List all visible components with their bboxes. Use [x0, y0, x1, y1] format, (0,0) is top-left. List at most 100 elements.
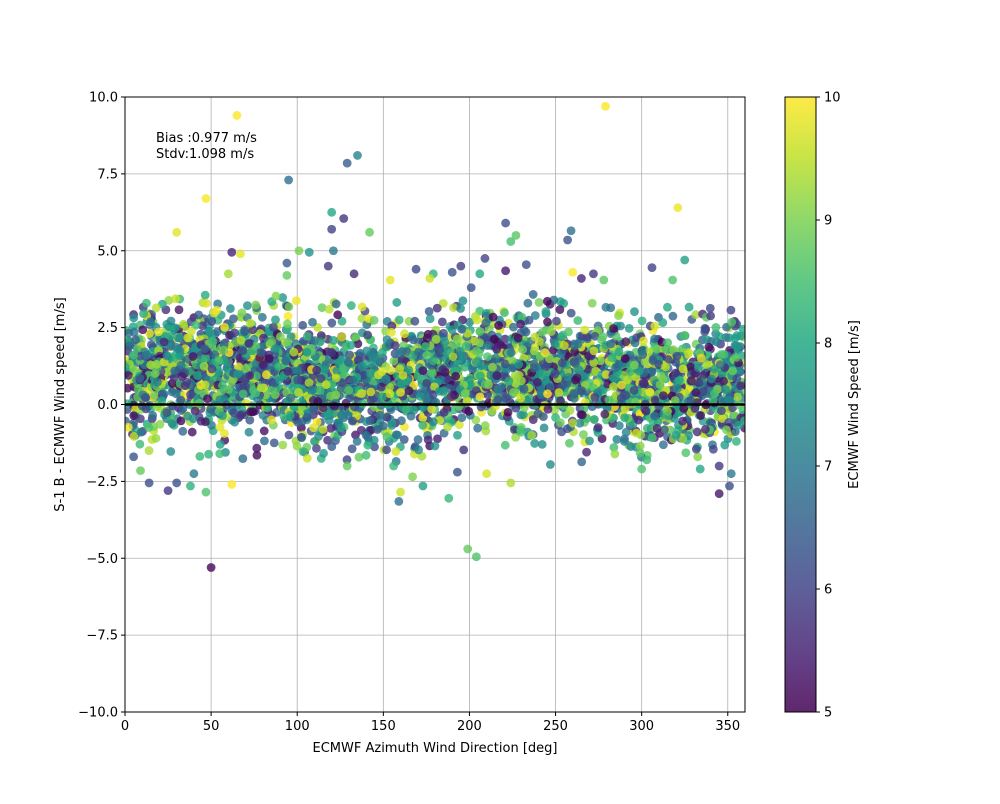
scatter-point: [448, 352, 458, 362]
scatter-point: [406, 411, 416, 421]
scatter-point: [404, 365, 414, 375]
scatter-point: [401, 405, 411, 414]
scatter-point: [534, 297, 544, 307]
x-tick-label: 300: [629, 719, 654, 734]
scatter-point: [387, 421, 397, 430]
scatter-point: [447, 325, 457, 334]
scatter-point: [357, 314, 367, 323]
scatter-point: [273, 361, 283, 371]
scatter-point: [686, 396, 696, 405]
scatter-point: [293, 366, 303, 376]
scatter-point: [131, 335, 141, 345]
y-tick-label: 2.5: [97, 321, 118, 336]
scatter-point: [163, 486, 173, 495]
scatter-point: [710, 389, 719, 398]
scatter-point: [206, 404, 216, 414]
scatter-point: [271, 291, 281, 301]
scatter-point: [199, 361, 209, 371]
scatter-point: [302, 413, 312, 423]
scatter-point: [229, 314, 238, 324]
scatter-point: [620, 404, 630, 414]
x-tick-label: 150: [371, 719, 396, 734]
scatter-point: [645, 387, 655, 397]
scatter-point: [433, 434, 442, 444]
scatter-point: [178, 426, 188, 436]
scatter-point: [428, 417, 438, 427]
scatter-point: [387, 327, 396, 337]
scatter-point: [366, 387, 376, 397]
scatter-point: [672, 384, 682, 393]
scatter-point: [140, 392, 150, 402]
scatter-point: [632, 428, 641, 438]
scatter-point: [215, 439, 225, 449]
scatter-point: [183, 411, 193, 421]
scatter-point: [377, 392, 387, 402]
scatter-point: [285, 410, 295, 420]
scatter-point: [715, 360, 725, 369]
scatter-point: [721, 385, 731, 394]
scatter-point: [400, 329, 409, 339]
scatter-point: [392, 298, 402, 307]
scatter-point: [382, 445, 392, 455]
scatter-point: [589, 346, 599, 356]
scatter-point: [294, 388, 303, 397]
scatter-point: [443, 422, 453, 432]
scatter-point: [575, 418, 585, 428]
scatter-point: [172, 478, 182, 488]
scatter-point: [690, 404, 700, 413]
scatter-point: [620, 413, 630, 423]
scatter-point: [281, 355, 290, 365]
y-tick-label: −10.0: [78, 706, 118, 721]
scatter-point: [614, 347, 624, 357]
scatter-point: [238, 454, 248, 463]
scatter-point: [724, 395, 734, 405]
scatter-point: [609, 382, 618, 392]
scatter-point: [422, 350, 432, 360]
scatter-point: [387, 321, 397, 331]
scatter-point: [683, 349, 693, 359]
colorbar-tick-label: 5: [824, 706, 832, 721]
scatter-point: [626, 442, 636, 451]
scatter-point: [712, 337, 721, 347]
scatter-point: [339, 214, 349, 223]
scatter-point: [201, 298, 211, 308]
scatter-point: [125, 362, 130, 372]
scatter-point: [538, 412, 548, 422]
scatter-point: [511, 403, 521, 413]
scatter-point: [229, 408, 239, 418]
scatter-point: [375, 410, 385, 420]
scatter-point: [337, 316, 347, 326]
scatter-point: [461, 341, 471, 351]
scatter-point: [634, 366, 644, 376]
scatter-point: [386, 365, 396, 375]
scatter-point: [324, 304, 334, 314]
scatter-point: [152, 360, 162, 369]
scatter-point: [693, 452, 703, 462]
scatter-point: [493, 395, 503, 404]
scatter-point: [394, 496, 404, 506]
scatter-point: [647, 433, 657, 443]
scatter-point: [650, 411, 660, 421]
scatter-point: [559, 341, 569, 350]
scatter-point: [496, 382, 506, 392]
scatter-point: [589, 415, 599, 424]
scatter-point: [488, 312, 498, 322]
x-tick-label: 0: [121, 719, 129, 734]
scatter-point: [466, 283, 476, 293]
scatter-point: [571, 375, 580, 385]
scatter-point: [176, 395, 186, 405]
scatter-point: [530, 439, 540, 448]
scatter-point: [241, 382, 251, 392]
scatter-point: [176, 416, 186, 426]
scatter-point: [125, 328, 133, 338]
scatter-point: [671, 430, 681, 440]
scatter-point: [237, 308, 247, 318]
scatter-point: [337, 411, 346, 421]
scatter-point: [207, 364, 217, 374]
scatter-point: [691, 310, 701, 320]
scatter-point: [621, 337, 631, 347]
scatter-point: [492, 371, 502, 381]
scatter-point: [391, 447, 401, 456]
scatter-point: [511, 432, 521, 442]
scatter-point: [509, 322, 518, 332]
